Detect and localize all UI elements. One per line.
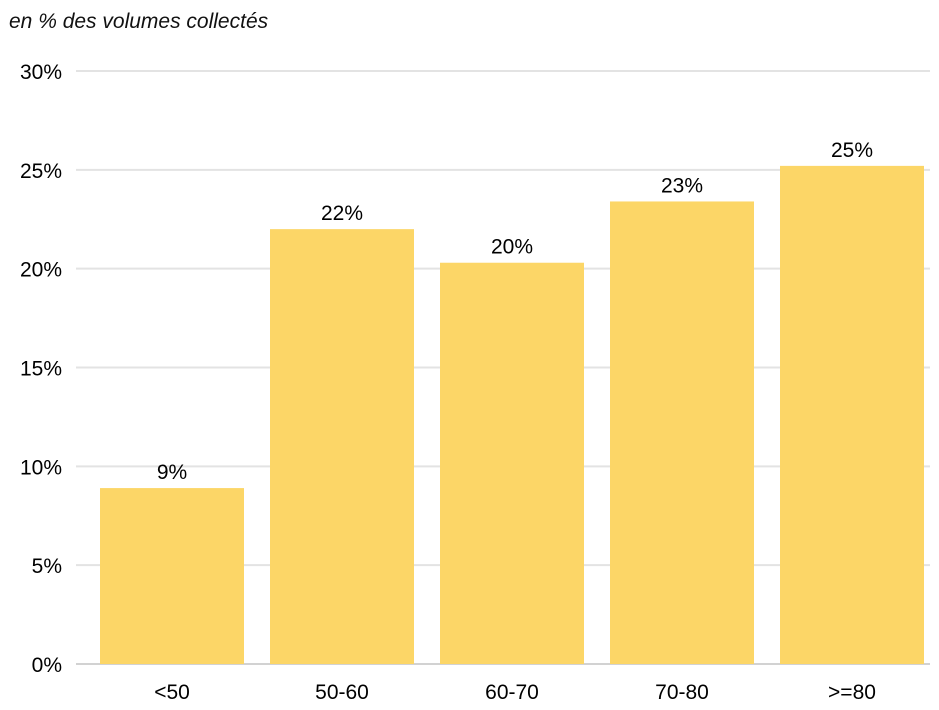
x-tick-label: <50 bbox=[154, 681, 190, 704]
data-label: 9% bbox=[157, 461, 187, 484]
data-label: 25% bbox=[831, 139, 873, 162]
data-labels: 9% 22% 20% 23% 25% bbox=[157, 139, 873, 484]
bar bbox=[780, 165, 924, 664]
bar bbox=[100, 488, 244, 664]
bar bbox=[610, 201, 754, 664]
bars bbox=[100, 165, 924, 664]
data-label: 20% bbox=[491, 236, 533, 259]
bar bbox=[270, 229, 414, 664]
bar bbox=[440, 262, 584, 664]
data-label: 22% bbox=[321, 202, 363, 225]
x-tick-label: 60-70 bbox=[485, 681, 539, 704]
data-label: 23% bbox=[661, 174, 703, 197]
x-tick-label: 50-60 bbox=[315, 681, 369, 704]
y-axis-ticks: 0% 5% 10% 15% 20% 25% 30% bbox=[20, 61, 62, 677]
y-tick-label: 5% bbox=[32, 555, 62, 578]
x-tick-label: >=80 bbox=[828, 681, 876, 704]
y-tick-label: 10% bbox=[20, 456, 62, 479]
y-tick-label: 30% bbox=[20, 61, 62, 84]
y-tick-label: 15% bbox=[20, 358, 62, 381]
y-tick-label: 0% bbox=[32, 654, 62, 677]
y-tick-label: 25% bbox=[20, 160, 62, 183]
x-axis-ticks: <50 50-60 60-70 70-80 >=80 bbox=[154, 681, 876, 704]
x-tick-label: 70-80 bbox=[655, 681, 709, 704]
chart-subtitle: en % des volumes collectés bbox=[9, 10, 269, 33]
y-tick-label: 20% bbox=[20, 259, 62, 282]
